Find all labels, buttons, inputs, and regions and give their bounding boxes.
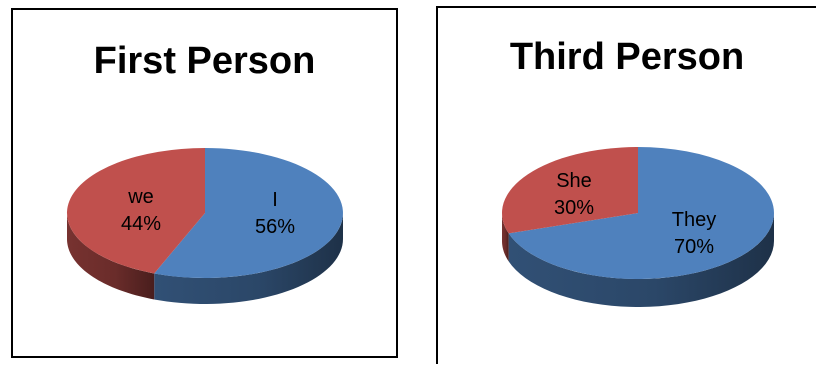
pie-side-we xyxy=(67,213,155,300)
chart-title: First Person xyxy=(93,40,316,82)
chart-panel-first-person: First Person I 56% we 44% xyxy=(11,8,398,358)
chart-panel-third-person: Third Person They 70% She 30% xyxy=(436,6,816,364)
slice-label-we: we 44% xyxy=(121,186,161,235)
pie-slice-she xyxy=(502,147,638,234)
pie-slice-we xyxy=(66,148,205,274)
pie-chart-first-person: I 56% we 44% xyxy=(66,148,343,304)
pie-chart-third-person: They 70% She 30% xyxy=(502,147,775,307)
slice-label-i: I 56% xyxy=(255,189,295,238)
pie-side-she xyxy=(502,213,509,262)
pie-slice-they xyxy=(508,147,775,280)
slice-label-they: They 70% xyxy=(672,209,716,258)
pie-side-they xyxy=(508,213,774,307)
slice-label-she: She 30% xyxy=(554,170,594,219)
pie-slice-i xyxy=(154,148,343,278)
chart-title: Third Person xyxy=(509,36,745,78)
pie-side-i xyxy=(154,213,343,304)
